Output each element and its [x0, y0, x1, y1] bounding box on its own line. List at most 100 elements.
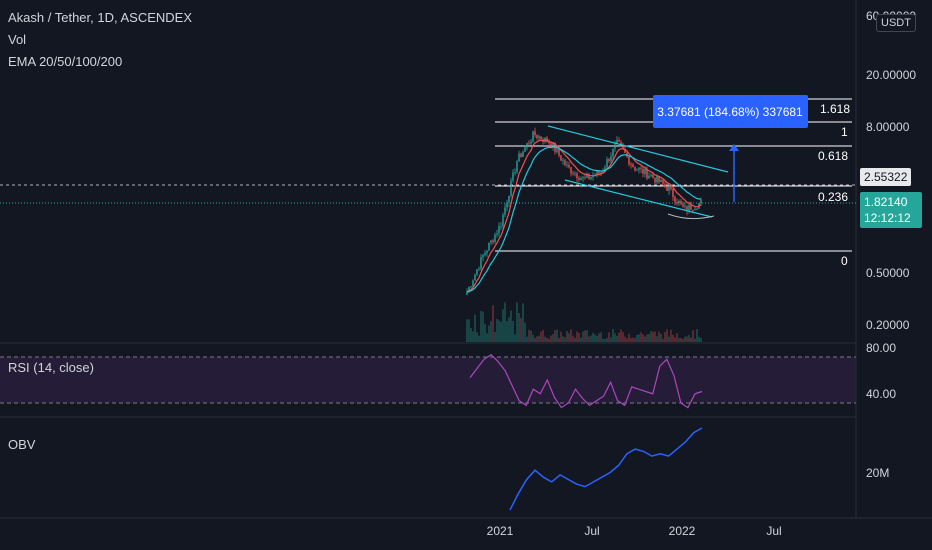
volume-bar [520, 318, 522, 342]
candle-body [672, 188, 674, 198]
fib-label-1618: 1.618 [820, 102, 850, 116]
volume-bar [632, 337, 634, 342]
candle-body [550, 143, 552, 148]
countdown-value: 12:12:12 [864, 211, 911, 225]
volume-bar [470, 328, 472, 342]
candle-body [516, 161, 518, 172]
candle-body [664, 183, 666, 187]
volume-bar [660, 334, 662, 342]
volume-bar [468, 319, 470, 342]
volume-bar [518, 312, 520, 342]
price-tick-20: 20.00000 [866, 68, 916, 82]
candle-body [484, 252, 486, 256]
candle-body [612, 148, 614, 157]
volume-bar [524, 322, 526, 342]
volume-bar [494, 331, 496, 342]
volume-bar [668, 336, 670, 342]
volume-bar [538, 335, 540, 342]
volume-bar [550, 335, 552, 342]
candle-body [644, 169, 646, 174]
candle-body [492, 240, 494, 242]
obv-legend[interactable]: OBV [8, 437, 36, 452]
candle-body [600, 172, 602, 174]
candle-body [696, 208, 698, 210]
candle-body [634, 167, 636, 171]
candle-body [592, 175, 594, 178]
volume-bar [576, 331, 578, 342]
volume-bar [548, 338, 550, 342]
candle-body [576, 173, 578, 179]
time-tick-jul: Jul [584, 524, 599, 538]
candle-body [510, 180, 512, 196]
candle-body [534, 131, 536, 136]
volume-bar [644, 336, 646, 342]
currency-button[interactable]: USDT [876, 14, 916, 32]
volume-bars [466, 302, 702, 342]
volume-bar [466, 319, 468, 342]
candle-body [480, 257, 482, 269]
volume-bar [642, 334, 644, 342]
volume-bar [602, 338, 604, 342]
channel-lower[interactable] [564, 179, 713, 218]
time-tick-2022: 2022 [669, 524, 696, 538]
volume-bar [684, 336, 686, 342]
time-tick-2021: 2021 [487, 524, 514, 538]
channel-upper[interactable] [547, 125, 729, 173]
volume-bar [478, 335, 480, 342]
volume-bar [666, 329, 668, 342]
volume-bar [508, 317, 510, 342]
volume-bar [502, 309, 504, 342]
candle-body [674, 197, 676, 202]
obv-tick-20m: 20M [866, 466, 889, 480]
measure-label-box [653, 95, 808, 128]
fib-label-0: 0 [841, 254, 848, 268]
volume-bar [516, 302, 518, 342]
volume-bar [546, 337, 548, 342]
base-curve [667, 213, 715, 220]
volume-bar [588, 336, 590, 342]
volume-bar [474, 314, 476, 342]
last-price-value: 1.82140 [864, 195, 908, 209]
volume-bar [566, 331, 568, 342]
rsi-line [469, 353, 703, 409]
candle-body [506, 202, 508, 208]
candle-body [556, 149, 558, 152]
ema-legend[interactable]: EMA 20/50/100/200 [8, 54, 123, 69]
volume-bar [608, 332, 610, 342]
candle-body [508, 195, 510, 203]
candle-body [514, 171, 516, 173]
candle-body [470, 286, 472, 288]
symbol-title[interactable]: Akash / Tether, 1D, ASCENDEX [8, 10, 193, 25]
candle-body [486, 250, 488, 253]
candle-body [588, 174, 590, 179]
candle-body [586, 174, 588, 178]
volume-bar [694, 338, 696, 342]
candle-body [564, 160, 566, 165]
candle-body [650, 175, 652, 177]
volume-bar [620, 329, 622, 342]
volume-bar [640, 332, 642, 342]
volume-bar [540, 331, 542, 342]
candle-body [606, 159, 608, 168]
volume-bar [512, 320, 514, 342]
candle-body [608, 159, 610, 162]
candle-body [686, 206, 688, 211]
volume-bar [590, 335, 592, 342]
candle-body [636, 169, 638, 171]
measure-label: 3.37681 (184.68%) 337681 [657, 105, 803, 119]
volume-bar [578, 332, 580, 342]
candle-body [568, 164, 570, 168]
candle-body [518, 153, 520, 162]
rsi-legend[interactable]: RSI (14, close) [8, 360, 94, 375]
volume-bar [698, 336, 700, 342]
candle-body [642, 168, 644, 174]
vol-legend[interactable]: Vol [8, 32, 27, 47]
candle-body [624, 149, 626, 153]
volume-bar [682, 338, 684, 342]
volume-bar [542, 329, 544, 342]
volume-bar [480, 310, 482, 342]
candle-body [618, 139, 620, 142]
candle-body [538, 136, 540, 139]
candle-body [692, 209, 694, 211]
